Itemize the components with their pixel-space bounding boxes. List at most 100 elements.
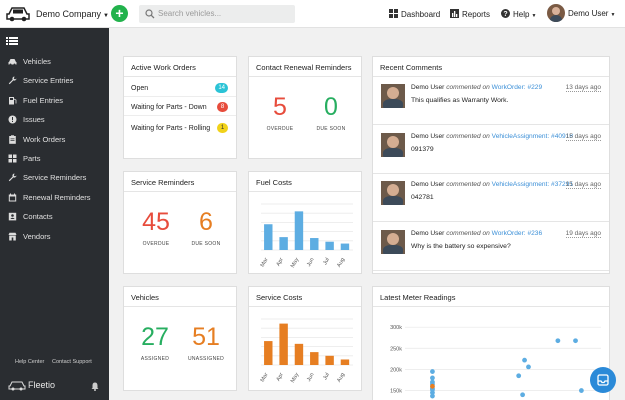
- unassigned-count[interactable]: 51: [192, 323, 220, 351]
- user-menu[interactable]: Demo User ▼: [568, 9, 615, 18]
- nav-dashboard[interactable]: Dashboard: [389, 9, 440, 19]
- comment-author[interactable]: Demo User: [411, 229, 445, 237]
- nav-help-label: Help: [513, 10, 530, 19]
- contact-renewal-reminders-card: Contact Renewal Reminders 5 OVERDUE 0 DU…: [248, 56, 362, 159]
- bar-may[interactable]: [294, 211, 304, 250]
- bar-aug[interactable]: [340, 243, 350, 250]
- company-switcher[interactable]: Demo Company ▼: [36, 9, 109, 19]
- recent-comments-card: Recent Comments Demo User commented on W…: [372, 56, 610, 274]
- help-center-link[interactable]: Help Center: [15, 359, 45, 365]
- avatar[interactable]: [381, 84, 405, 108]
- bar-jun[interactable]: [310, 352, 319, 365]
- overdue-count[interactable]: 45: [142, 208, 170, 236]
- due-soon-count[interactable]: 6: [199, 208, 213, 236]
- sidebar-item-vendors[interactable]: Vendors: [0, 227, 109, 246]
- comment-target-link[interactable]: WorkOrder: #229: [491, 84, 543, 91]
- card-title: Active Work Orders: [131, 63, 196, 72]
- meter-point[interactable]: [522, 357, 527, 363]
- meter-point[interactable]: [430, 375, 435, 381]
- meter-point[interactable]: [430, 387, 435, 393]
- comment-item: Demo User commented on WorkOrder: #229 13…: [373, 77, 609, 125]
- service-costs-card: Service Costs Mar Apr May Jun Jul Aug: [248, 286, 362, 391]
- meter-point[interactable]: [579, 388, 584, 393]
- comment-target-link[interactable]: VehicleAssignment: #40918: [491, 132, 574, 140]
- comment-author[interactable]: Demo User: [411, 132, 445, 140]
- card-title: Latest Meter Readings: [380, 293, 456, 302]
- search-input[interactable]: Search vehicles...: [158, 9, 222, 18]
- bell-icon[interactable]: [91, 382, 99, 391]
- inbox-button[interactable]: [590, 367, 616, 393]
- sidebar-item-issues[interactable]: Issues: [0, 110, 109, 129]
- meter-point[interactable]: [573, 338, 578, 344]
- calendar-icon: [8, 193, 17, 202]
- divider: [373, 76, 609, 77]
- avatar[interactable]: [381, 229, 405, 254]
- x-tick-label: Aug: [336, 257, 346, 268]
- comment-author[interactable]: Demo User: [411, 84, 445, 91]
- sidebar-item-service-entries[interactable]: Service Entries: [0, 71, 109, 90]
- bar-jul[interactable]: [325, 355, 334, 365]
- bar-mar[interactable]: [264, 224, 273, 250]
- comment-header: Demo User commented on VehicleAssignment…: [411, 133, 573, 140]
- sidebar-item-label: Service Reminders: [23, 173, 87, 183]
- x-tick-label: Jun: [306, 372, 316, 383]
- comment-target-link[interactable]: VehicleAssignment: #37291: [491, 181, 574, 188]
- x-tick-label: May: [290, 372, 301, 384]
- bar-aug[interactable]: [340, 359, 350, 365]
- sidebar-item-label: Fuel Entries: [23, 95, 64, 105]
- work-order-row-open[interactable]: Open 14: [124, 80, 236, 97]
- comment-header: Demo User commented on WorkOrder: #236: [411, 230, 542, 237]
- x-tick-label: May: [290, 257, 301, 269]
- bar-apr[interactable]: [279, 237, 288, 250]
- avatar[interactable]: [381, 132, 405, 157]
- bar-may[interactable]: [294, 343, 304, 365]
- divider: [124, 76, 236, 77]
- sidebar-item-renewal-reminders[interactable]: Renewal Reminders: [0, 188, 109, 207]
- meter-point[interactable]: [430, 379, 435, 385]
- meter-point-highlight[interactable]: [430, 383, 435, 389]
- nav-help[interactable]: ? Help ▼: [501, 9, 536, 19]
- sidebar-item-contacts[interactable]: Contacts: [0, 207, 109, 226]
- sidebar-item-vehicles[interactable]: Vehicles: [0, 52, 109, 71]
- bar-jul[interactable]: [325, 241, 334, 250]
- meter-point[interactable]: [526, 364, 531, 370]
- card-title: Vehicles: [131, 293, 159, 302]
- sidebar-item-fuel-entries[interactable]: Fuel Entries: [0, 91, 109, 110]
- meter-point[interactable]: [520, 392, 525, 398]
- meter-point[interactable]: [430, 393, 435, 399]
- comment-target-link[interactable]: WorkOrder: #236: [491, 229, 543, 237]
- contact-support-link[interactable]: Contact Support: [52, 359, 92, 365]
- avatar[interactable]: [381, 181, 405, 205]
- work-order-row-waiting-rolling[interactable]: Waiting for Parts - Rolling 1: [124, 120, 236, 137]
- bar-mar[interactable]: [264, 341, 273, 365]
- avatar[interactable]: [547, 4, 565, 22]
- bar-apr[interactable]: [279, 323, 288, 365]
- service-costs-chart: Mar Apr May Jun Jul Aug: [260, 318, 353, 384]
- wrench-icon: [8, 173, 17, 182]
- nav-reports[interactable]: Reports: [450, 9, 490, 19]
- meter-point[interactable]: [516, 373, 522, 379]
- x-tick-label: Jun: [306, 257, 316, 268]
- y-tick-label: 150k: [390, 389, 402, 395]
- quick-add-button[interactable]: +: [111, 5, 128, 22]
- row-label: Waiting for Parts - Down: [131, 104, 207, 111]
- meter-point[interactable]: [555, 338, 561, 344]
- sidebar-item-work-orders[interactable]: Work Orders: [0, 130, 109, 149]
- fleetio-logo-icon[interactable]: [6, 5, 30, 22]
- search-box[interactable]: Search vehicles...: [139, 5, 295, 23]
- comment-author[interactable]: Demo User: [411, 181, 445, 188]
- x-tick-label: Mar: [260, 257, 270, 268]
- due-soon-count[interactable]: 0: [324, 93, 338, 121]
- overdue-count[interactable]: 5: [273, 93, 287, 121]
- work-order-row-waiting-down[interactable]: Waiting for Parts - Down 8: [124, 99, 236, 116]
- meter-point[interactable]: [430, 369, 435, 374]
- comment-timestamp: 15 days ago: [565, 132, 601, 141]
- divider: [373, 306, 609, 307]
- assigned-count[interactable]: 27: [141, 323, 169, 351]
- count-badge: 1: [217, 123, 228, 133]
- collapse-menu-icon[interactable]: [6, 37, 18, 45]
- comment-item: Demo User commented on VehicleAssignment…: [373, 174, 609, 222]
- bar-jun[interactable]: [310, 238, 319, 250]
- sidebar-item-parts[interactable]: Parts: [0, 149, 109, 168]
- sidebar-item-service-reminders[interactable]: Service Reminders: [0, 168, 109, 187]
